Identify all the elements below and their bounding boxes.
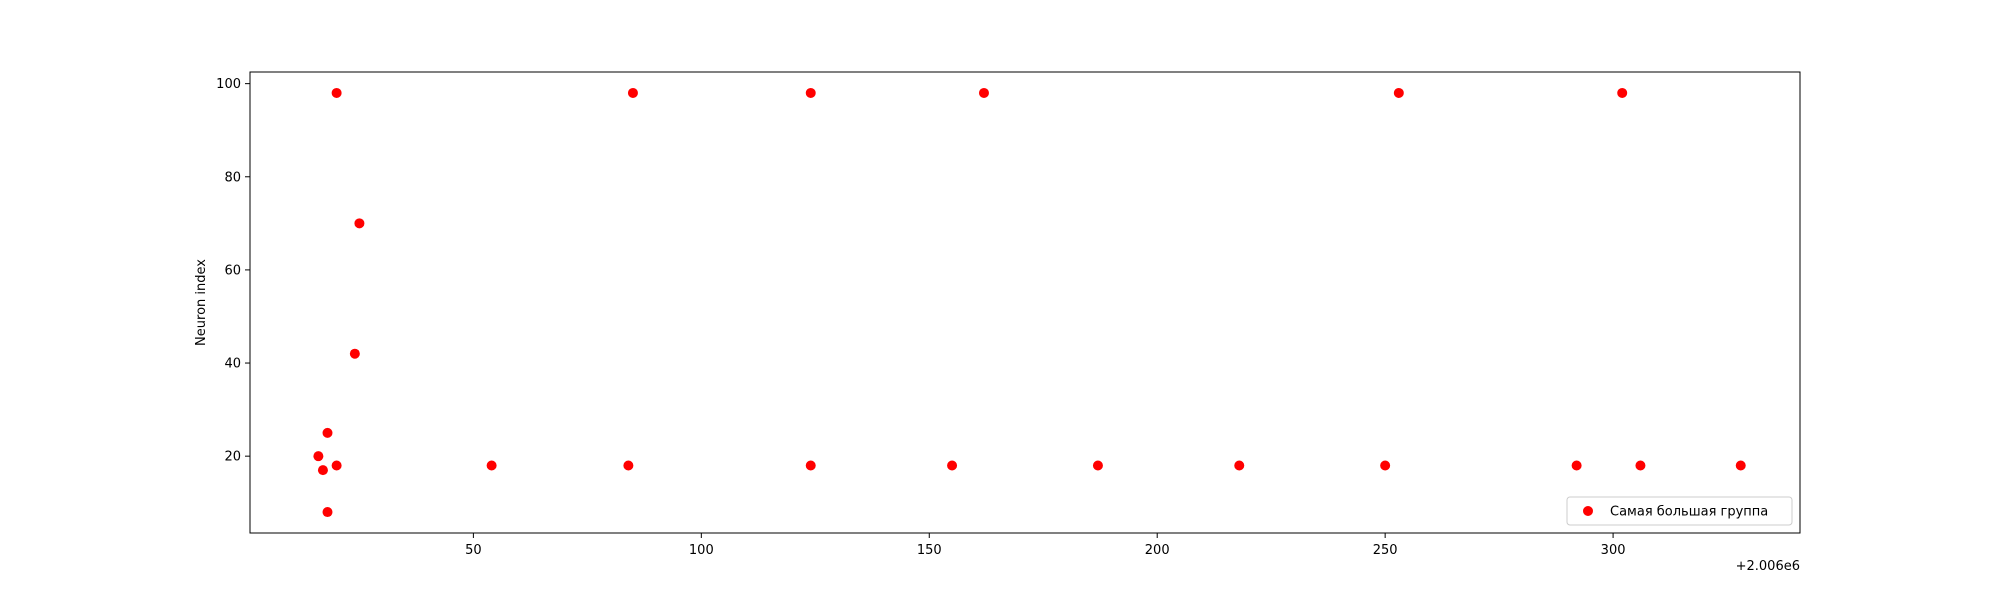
data-point <box>354 218 365 229</box>
data-point <box>486 460 497 471</box>
data-point <box>1635 460 1646 471</box>
data-point <box>322 507 333 518</box>
data-point <box>331 460 342 471</box>
data-point <box>317 465 328 476</box>
data-point <box>349 348 360 359</box>
legend-marker <box>1583 506 1593 516</box>
data-point <box>1380 460 1391 471</box>
plot-area <box>249 71 1801 534</box>
y-axis: 20 40 60 80 100 <box>216 77 250 465</box>
data-point <box>627 87 638 98</box>
y-tick-label: 40 <box>224 357 241 372</box>
data-point <box>331 87 342 98</box>
data-point <box>1617 87 1628 98</box>
y-tick-label: 20 <box>224 450 241 465</box>
x-tick-label: 50 <box>465 543 482 558</box>
y-tick-label: 100 <box>216 77 241 92</box>
x-tick-label: 300 <box>1601 543 1626 558</box>
x-tick-label: 250 <box>1373 543 1398 558</box>
data-points <box>313 87 1746 518</box>
data-point <box>1735 460 1746 471</box>
legend-box <box>1566 496 1793 526</box>
x-tick-label: 200 <box>1145 543 1170 558</box>
x-axis-offset-label: +2.006e6 <box>1736 559 1800 574</box>
data-point <box>805 460 816 471</box>
data-point <box>623 460 634 471</box>
y-tick-label: 60 <box>224 263 241 278</box>
y-axis-label: Neuron index <box>194 259 209 346</box>
data-point <box>1393 87 1404 98</box>
data-point <box>805 87 816 98</box>
data-point <box>1234 460 1245 471</box>
data-point <box>313 451 324 462</box>
x-tick-label: 100 <box>689 543 714 558</box>
data-point <box>322 427 333 438</box>
legend: Самая большая группа <box>1566 496 1793 526</box>
data-point <box>1571 460 1582 471</box>
legend-label: Самая большая группа <box>1610 505 1768 520</box>
x-tick-label: 150 <box>917 543 942 558</box>
x-axis: 50 100 150 200 250 300 <box>465 533 1626 558</box>
data-point <box>947 460 958 471</box>
data-point <box>978 87 989 98</box>
y-tick-label: 80 <box>224 170 241 185</box>
plot-frame <box>249 71 1801 534</box>
data-point <box>1092 460 1103 471</box>
